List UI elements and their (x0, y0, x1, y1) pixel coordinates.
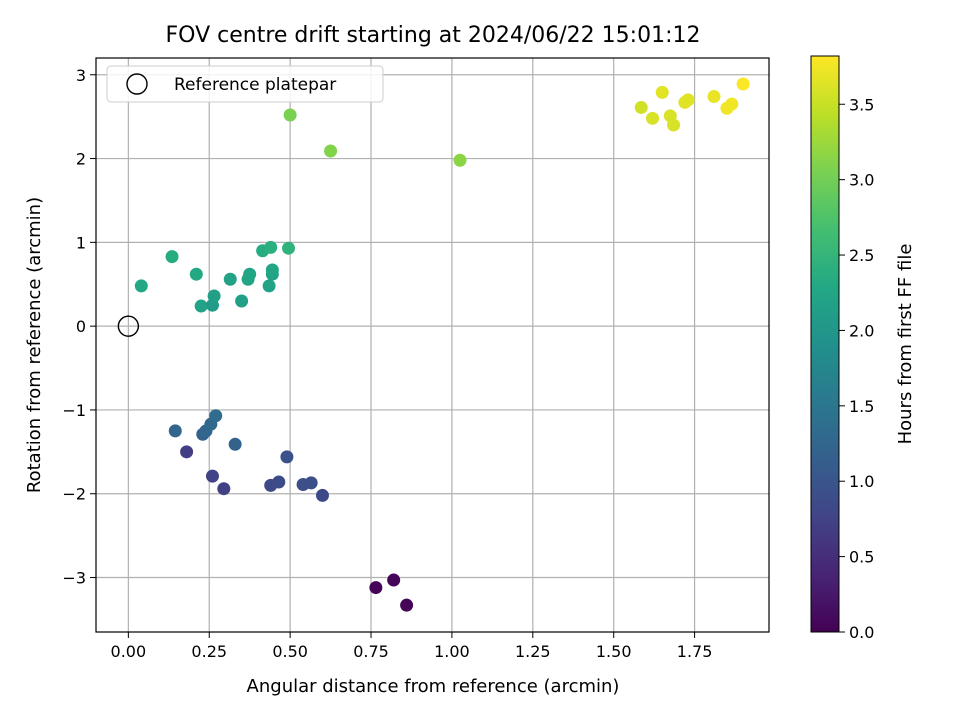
plot-frame (95, 57, 770, 633)
data-point (387, 573, 401, 587)
data-point (207, 289, 221, 303)
data-point (134, 279, 148, 293)
data-point (681, 93, 695, 107)
data-point (725, 97, 739, 111)
y-tick-label: 0 (76, 317, 86, 336)
data-point (194, 299, 208, 313)
colorbar-tick-label: 1.0 (849, 472, 874, 491)
x-axis-label: Angular distance from reference (arcmin) (247, 676, 620, 697)
data-point (265, 263, 279, 277)
x-tick-label: 1.50 (596, 642, 632, 661)
colorbar-tick-label: 0.5 (849, 548, 874, 567)
colorbar-ticks: 0.0 0.5 1.0 1.5 2.0 2.5 3.0 3.5 (839, 95, 874, 642)
x-tick-label: 0.25 (191, 642, 227, 661)
data-point (280, 450, 294, 464)
data-point (282, 241, 296, 255)
data-point (655, 85, 669, 99)
x-tick-label: 0.00 (111, 642, 147, 661)
x-tick-label: 1.00 (434, 642, 470, 661)
colorbar-tick-label: 0.0 (849, 623, 874, 642)
data-point (315, 488, 329, 502)
y-axis-ticks: −3 −2 −1 0 1 2 3 (62, 66, 96, 588)
y-tick-label: 1 (76, 233, 86, 252)
data-point (209, 409, 223, 423)
data-point (283, 108, 297, 122)
colorbar-tick-label: 2.5 (849, 246, 874, 265)
data-point (189, 267, 203, 281)
data-point (304, 476, 318, 490)
data-point (369, 581, 383, 595)
data-point (165, 250, 179, 264)
data-point (264, 240, 278, 254)
data-point (646, 111, 660, 125)
legend: Reference platepar (106, 65, 384, 103)
colorbar-tick-label: 3.5 (849, 95, 874, 114)
y-axis-label: Rotation from reference (arcmin) (24, 197, 45, 493)
data-point (707, 90, 721, 104)
colorbar: 0.0 0.5 1.0 1.5 2.0 2.5 3.0 3.5 Hours from firs… (810, 55, 916, 642)
data-point (272, 475, 286, 489)
data-point (223, 272, 237, 286)
data-point (324, 144, 338, 158)
y-tick-label: −2 (62, 485, 86, 504)
y-tick-label: −3 (62, 569, 86, 588)
x-tick-label: 0.75 (353, 642, 389, 661)
y-tick-label: 2 (76, 150, 86, 169)
x-tick-label: 1.25 (515, 642, 551, 661)
x-tick-label: 0.50 (272, 642, 308, 661)
data-point (667, 118, 681, 132)
legend-box (106, 65, 384, 103)
data-point (243, 267, 257, 281)
data-point (235, 294, 249, 308)
colorbar-tick-label: 1.5 (849, 397, 874, 416)
plot-area (95, 57, 770, 633)
data-point (736, 77, 750, 91)
data-point (180, 445, 194, 459)
data-point (262, 279, 276, 293)
y-tick-label: 3 (76, 66, 86, 85)
data-point (168, 424, 182, 438)
data-point (228, 437, 242, 451)
data-point (400, 598, 414, 612)
reference-platepar-marker (117, 315, 140, 337)
y-tick-label: −1 (62, 401, 86, 420)
x-tick-label: 1.75 (677, 642, 713, 661)
x-axis-ticks: 0.00 0.25 0.50 0.75 1.00 1.25 1.50 1.75 (111, 632, 713, 661)
legend-label-reference: Reference platepar (174, 75, 336, 95)
colorbar-gradient (810, 55, 840, 633)
grid-lines (96, 58, 769, 632)
scatter-points (117, 77, 750, 612)
colorbar-tick-label: 2.0 (849, 321, 874, 340)
legend-marker-reference (126, 73, 148, 95)
data-point (453, 153, 467, 167)
data-point (217, 482, 231, 496)
data-point (205, 469, 219, 483)
colorbar-label: Hours from first FF file (895, 244, 916, 445)
data-point (634, 100, 648, 114)
chart-title: FOV centre drift starting at 2024/06/22 … (166, 23, 701, 48)
colorbar-tick-label: 3.0 (849, 171, 874, 190)
